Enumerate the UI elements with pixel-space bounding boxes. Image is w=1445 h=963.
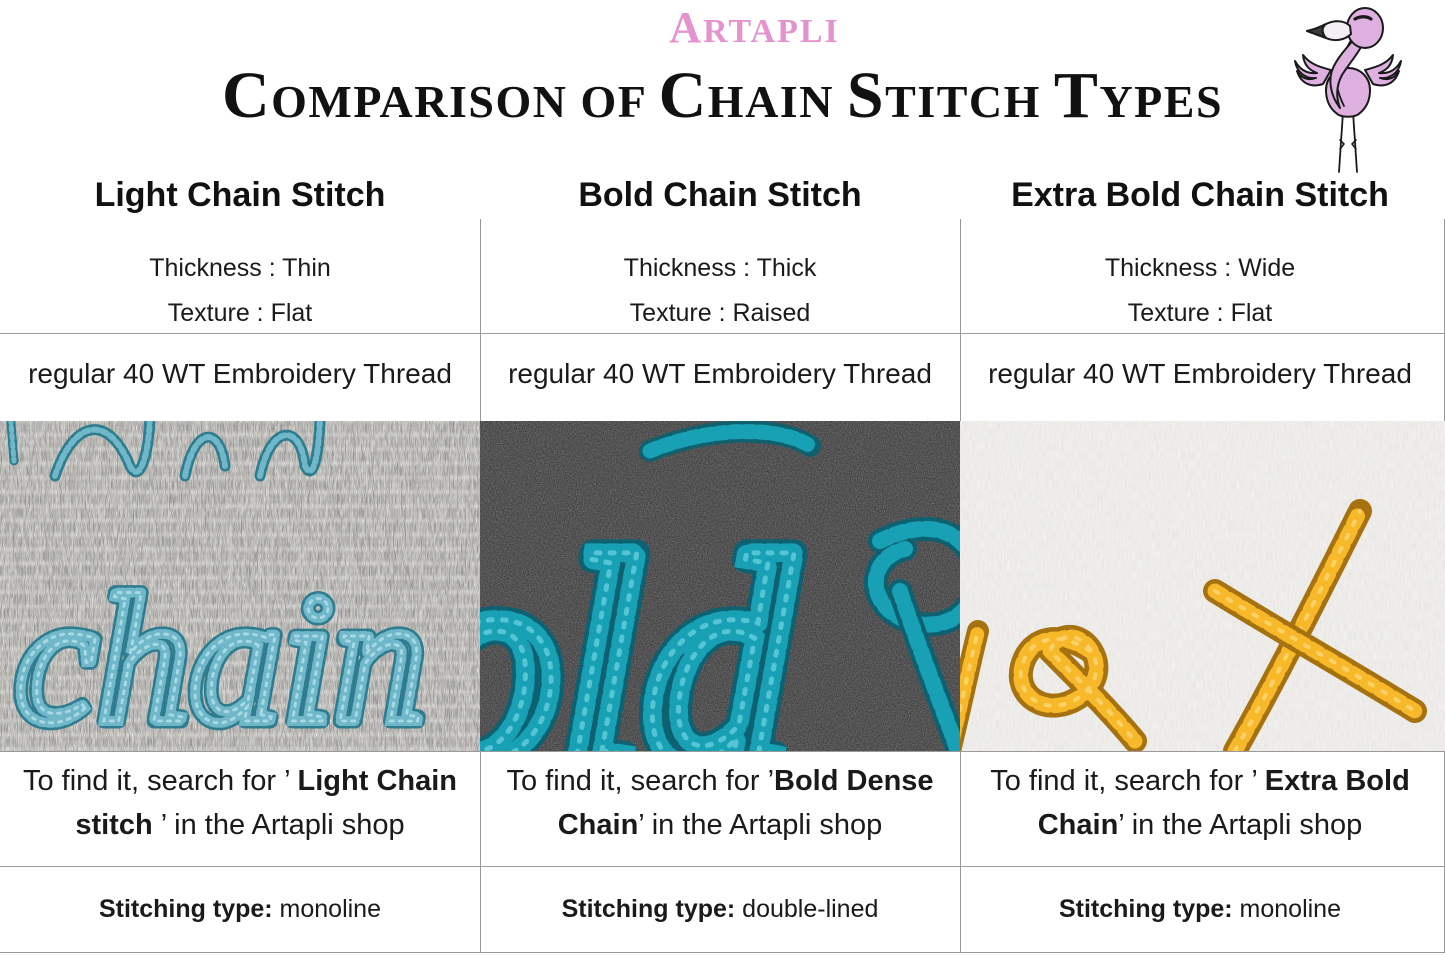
- svg-text:chain: chain: [15, 557, 426, 751]
- svg-text:old: old: [480, 494, 798, 751]
